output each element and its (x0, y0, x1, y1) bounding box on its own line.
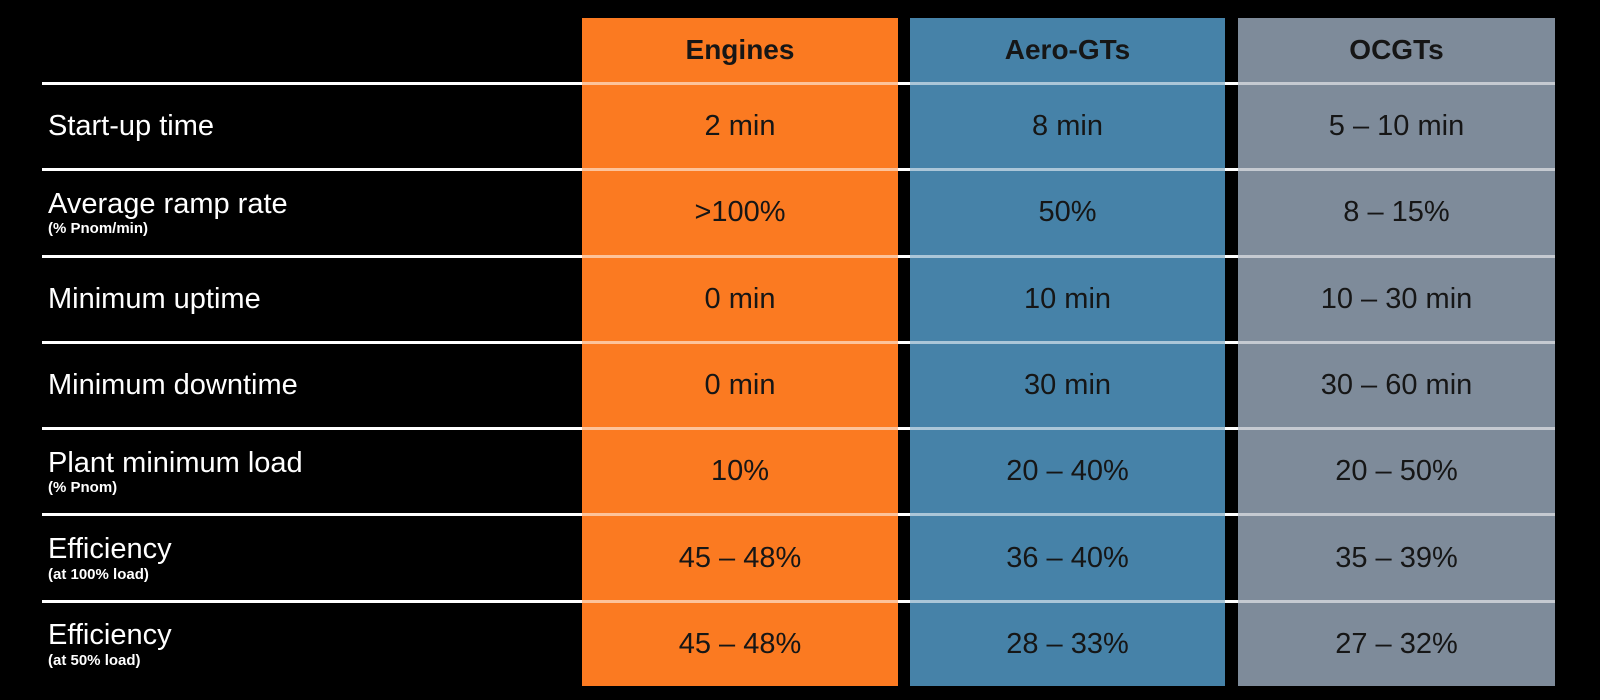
cell-value: 2 min (582, 82, 898, 169)
column-gap (1225, 254, 1238, 341)
column-gap (898, 599, 910, 686)
row-label-minimum-downtime: Minimum downtime (42, 340, 582, 428)
cell-value: 30 – 60 min (1238, 340, 1555, 428)
row-label-average-ramp-rate: Average ramp rate (% Pnom/min) (42, 168, 582, 255)
column-gap (1225, 18, 1238, 82)
comparison-table: Engines Aero-GTs OCGTs Start-up time 2 m… (42, 18, 1555, 686)
column-gap (898, 18, 910, 82)
row-label-efficiency-100: Efficiency (at 100% load) (42, 513, 582, 600)
cell-value: 30 min (910, 340, 1225, 428)
row-label-text: Plant minimum load (48, 446, 303, 479)
cell-value: 50% (910, 168, 1225, 255)
column-gap (898, 427, 910, 514)
row-label-text: Minimum downtime (48, 369, 298, 402)
column-gap (1225, 427, 1238, 514)
column-gap (898, 168, 910, 255)
row-sublabel-text: (% Pnom/min) (48, 220, 148, 238)
cell-value: 8 – 15% (1238, 168, 1555, 255)
row-label-text: Minimum uptime (48, 282, 261, 315)
column-gap (1225, 168, 1238, 255)
cell-value: 45 – 48% (582, 599, 898, 686)
cell-value: 0 min (582, 340, 898, 428)
column-gap (898, 254, 910, 341)
row-label-efficiency-50: Efficiency (at 50% load) (42, 599, 582, 686)
column-header-aero-gts: Aero-GTs (910, 18, 1225, 82)
column-header-engines: Engines (582, 18, 898, 82)
column-gap (898, 340, 910, 428)
column-gap (898, 513, 910, 600)
header-spacer (42, 18, 582, 82)
cell-value: 28 – 33% (910, 599, 1225, 686)
cell-value: 10% (582, 427, 898, 514)
cell-value: 45 – 48% (582, 513, 898, 600)
cell-value: 20 – 40% (910, 427, 1225, 514)
column-gap (1225, 599, 1238, 686)
cell-value: >100% (582, 168, 898, 255)
cell-value: 0 min (582, 254, 898, 341)
column-gap (898, 82, 910, 169)
cell-value: 20 – 50% (1238, 427, 1555, 514)
column-gap (1225, 340, 1238, 428)
row-label-plant-minimum-load: Plant minimum load (% Pnom) (42, 427, 582, 514)
cell-value: 8 min (910, 82, 1225, 169)
row-label-start-up-time: Start-up time (42, 82, 582, 169)
cell-value: 10 min (910, 254, 1225, 341)
cell-value: 27 – 32% (1238, 599, 1555, 686)
cell-value: 35 – 39% (1238, 513, 1555, 600)
column-gap (1225, 513, 1238, 600)
row-label-text: Efficiency (48, 533, 172, 566)
column-header-ocgts: OCGTs (1238, 18, 1555, 82)
row-sublabel-text: (at 50% load) (48, 651, 141, 669)
row-label-minimum-uptime: Minimum uptime (42, 254, 582, 341)
row-label-text: Average ramp rate (48, 187, 288, 220)
cell-value: 5 – 10 min (1238, 82, 1555, 169)
cell-value: 36 – 40% (910, 513, 1225, 600)
row-sublabel-text: (% Pnom) (48, 479, 118, 497)
row-label-text: Start-up time (48, 110, 214, 143)
cell-value: 10 – 30 min (1238, 254, 1555, 341)
row-sublabel-text: (at 100% load) (48, 565, 149, 583)
row-label-text: Efficiency (48, 619, 172, 652)
column-gap (1225, 82, 1238, 169)
